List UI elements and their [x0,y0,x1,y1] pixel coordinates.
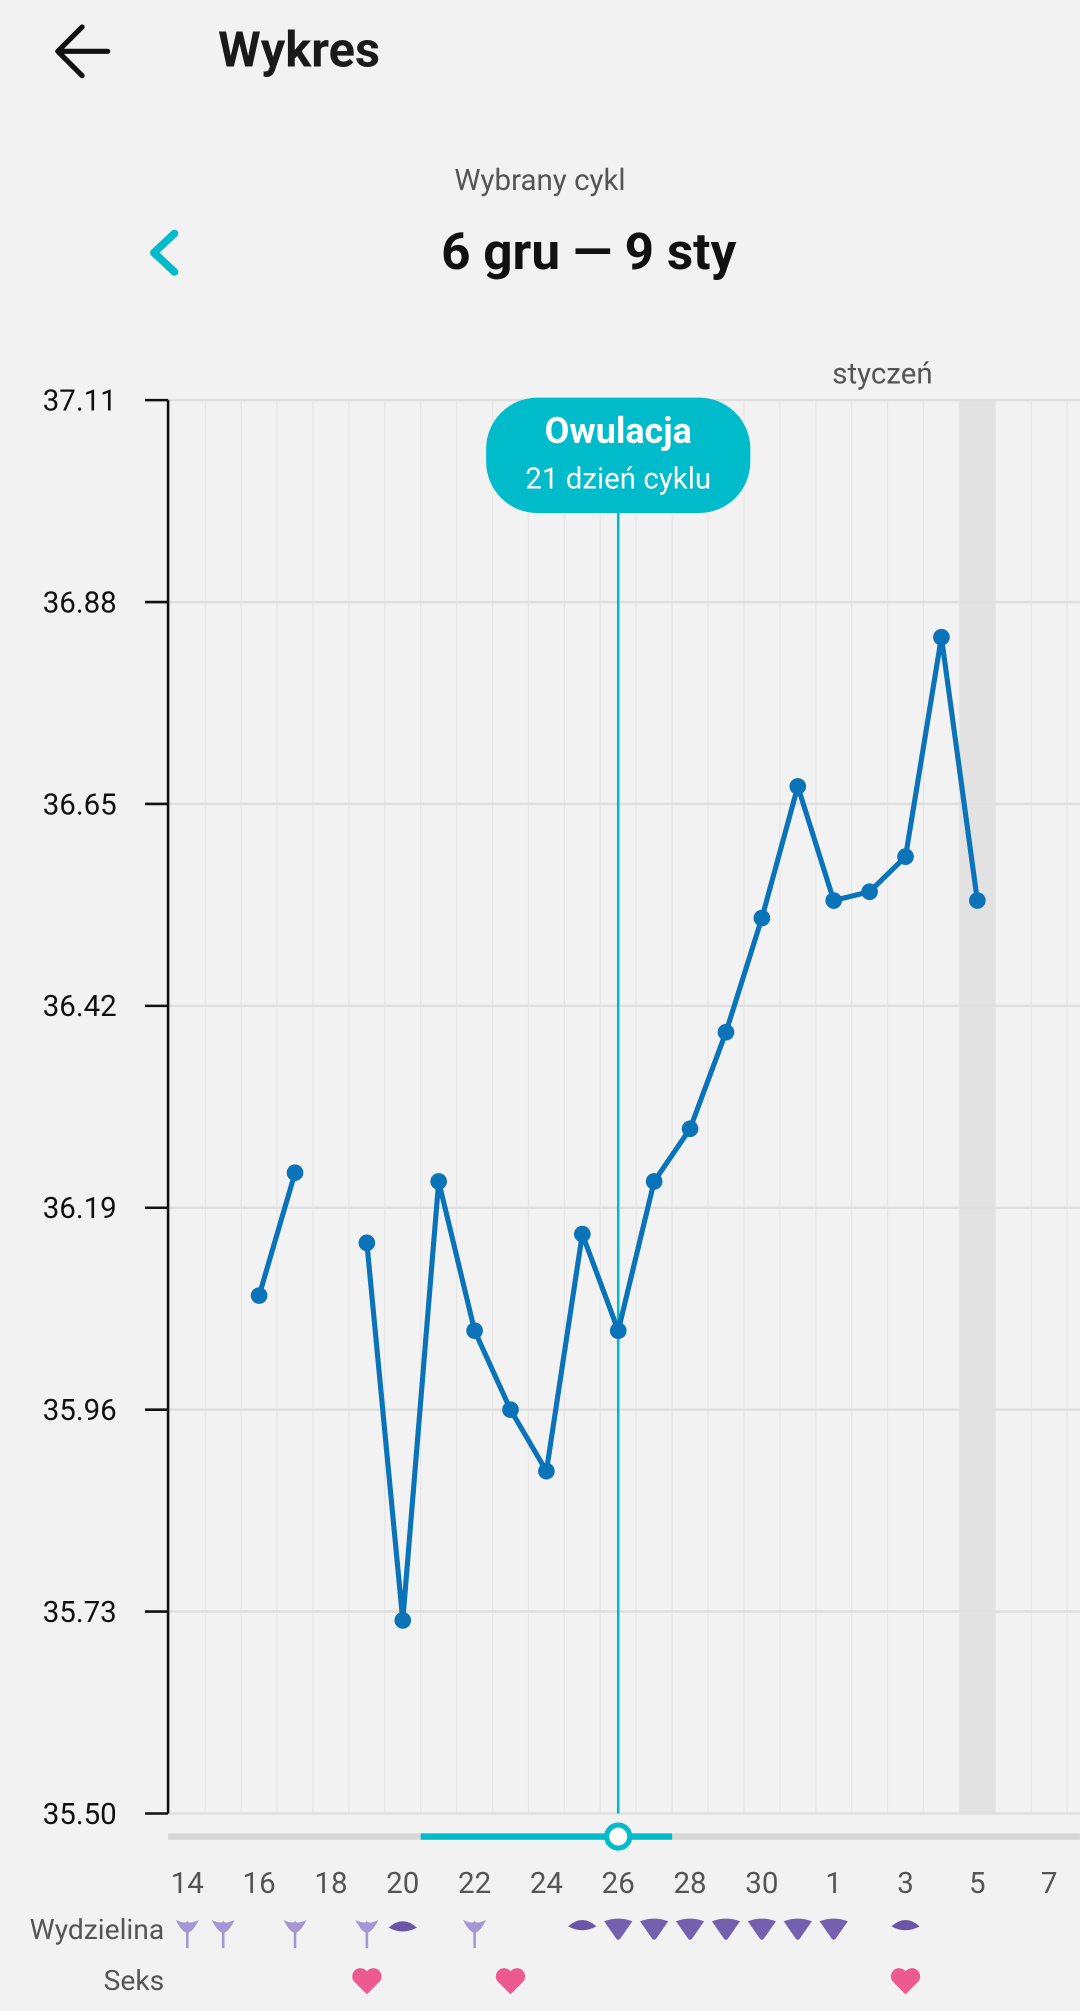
discharge-label: Wydzielina [30,1913,165,1946]
discharge-icons [175,1918,920,1949]
ovulation-title: Owulacja [545,410,692,452]
temperature-point [753,909,771,927]
discharge-icon [568,1919,597,1931]
x-tick-label: 28 [673,1867,706,1901]
temperature-point [897,848,914,865]
y-tick-label: 36.42 [43,990,117,1024]
ovulation-badge [486,397,751,514]
x-tick-label: 30 [745,1867,778,1901]
y-tick-label: 35.50 [43,1798,117,1832]
temperature-point [825,892,843,909]
discharge-icon [819,1918,848,1940]
y-tick-label: 35.96 [43,1394,117,1428]
y-tick-label: 37.11 [43,385,117,419]
y-tick-label: 36.65 [43,788,117,822]
temperature-point [645,1173,663,1190]
temperature-point [969,892,986,909]
x-tick-label: 22 [458,1867,491,1901]
x-tick-label: 20 [386,1867,419,1901]
temperature-line [256,1171,298,1297]
x-tick-label: 26 [602,1867,635,1901]
x-tick-label: 1 [825,1867,842,1901]
discharge-icon [355,1919,379,1949]
temperature-point [789,778,807,795]
discharge-icon [604,1918,633,1940]
x-tick-label: 14 [171,1867,204,1901]
temperature-point [609,1322,627,1340]
x-tick-label: 7 [1041,1867,1058,1901]
temperature-point [573,1225,591,1243]
x-tick-label: 24 [530,1867,563,1901]
title: Wykres [218,22,380,79]
temperature-point [861,883,878,901]
discharge-icon [211,1919,235,1949]
discharge-icon [747,1918,776,1940]
discharge-icon [283,1919,307,1949]
discharge-icon [891,1919,920,1931]
temperature-point [358,1234,376,1252]
sex-label: Seks [104,1964,165,1997]
x-tick-label: 18 [314,1867,347,1901]
heart-icon [495,1968,526,1995]
y-tick-label: 36.88 [43,586,117,620]
chart: 35.50 35.73 35.96 36.19 36.42 36.65 36.88 37.11… [43,358,1080,1901]
y-tick-label: 36.19 [43,1192,117,1226]
range-handle[interactable] [604,1822,633,1851]
x-tick-label: 5 [969,1867,986,1901]
discharge-icon [640,1918,669,1940]
temperature-line [364,634,980,1623]
temperature-point [394,1612,412,1629]
x-tick-label: 16 [243,1867,276,1901]
temperature-point [538,1462,555,1480]
temperature-point [717,1023,735,1041]
cycle-range: 6 gru — 9 sty [441,221,736,282]
temperature-point [430,1173,448,1190]
previous-cycle-button[interactable] [150,229,179,276]
y-tick-label: 35.73 [43,1596,117,1630]
month-label: styczeń [832,358,932,392]
cycle-label: Wybrany cykl [454,164,625,198]
temperature-point [502,1401,519,1419]
discharge-icon [463,1919,487,1949]
discharge-icon [388,1921,417,1932]
discharge-icon [783,1918,812,1940]
today-column [959,400,996,1814]
heart-icon [890,1968,921,1995]
sex-icons [352,1968,921,1995]
temperature-point [681,1120,699,1138]
heart-icon [352,1968,382,1995]
ovulation-subtitle: 21 dzień cyklu [525,463,711,497]
discharge-icon [675,1918,705,1940]
temperature-point [250,1287,268,1304]
x-tick-label: 3 [897,1867,914,1901]
discharge-icon [711,1918,741,1940]
back-button[interactable] [55,24,111,79]
discharge-icon [175,1919,199,1949]
temperature-point [466,1322,483,1340]
temperature-point [933,628,950,646]
temperature-point [286,1164,304,1181]
